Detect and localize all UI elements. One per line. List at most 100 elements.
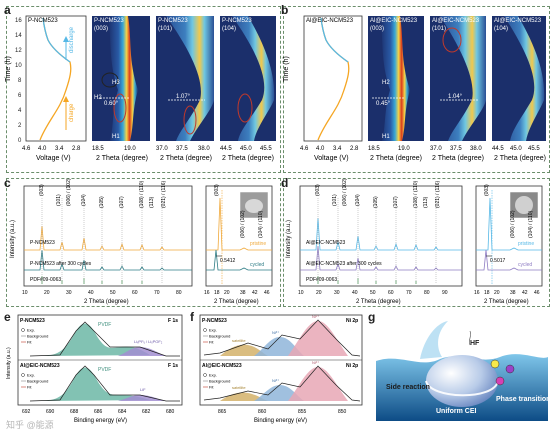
svg-text:Exp.: Exp. [27,373,35,378]
svg-text:Intensity (a.u.): Intensity (a.u.) [10,220,16,258]
panel-a-ylabel: Time (h) [5,56,12,82]
svg-text:6: 6 [18,93,22,99]
svg-text:40: 40 [352,290,358,296]
svg-text:2 Theta (degree): 2 Theta (degree) [494,155,546,162]
svg-text:37.0: 37.0 [430,146,442,152]
svg-text:684: 684 [118,409,127,415]
svg-text:Voltage (V): Voltage (V) [314,155,349,162]
panel-g-hf-label: HF [470,340,480,347]
svg-text:F 1s: F 1s [168,363,178,369]
svg-text:(105): (105) [373,196,379,208]
panel-a-map1-hkl: (003) [94,26,108,32]
svg-text:4.6: 4.6 [22,146,31,152]
svg-text:4.6: 4.6 [300,146,309,152]
svg-text:(104): (104) [494,26,508,32]
panel-b-frame [283,6,550,173]
svg-text:2 Theta (degree): 2 Theta (degree) [160,155,212,162]
panel-e-xps [17,314,183,406]
svg-text:(104) / (110): (104) / (110) [258,211,264,238]
panel-f-legend-top: Exp. Background Fit [203,328,230,345]
panel-a-discharge-label: discharge [69,26,75,53]
svg-text:20: 20 [316,290,322,296]
svg-text:Fit: Fit [27,340,32,345]
svg-text:18: 18 [214,290,220,296]
svg-text:16: 16 [15,18,22,24]
svg-text:Fit: Fit [209,385,214,390]
svg-text:8: 8 [18,78,22,84]
svg-text:(107): (107) [119,196,125,208]
svg-text:(107): (107) [393,196,399,208]
svg-text:(108) / (110): (108) / (110) [413,181,419,208]
svg-text:30: 30 [334,290,340,296]
svg-text:Binding energy (eV): Binding energy (eV) [74,418,127,424]
panel-a-map-101 [156,16,214,141]
svg-text:692: 692 [22,409,31,415]
svg-text:P-NCM523: P-NCM523 [222,18,252,24]
panel-efg-svg: P-NCM523 F 1s Al@EIC-NCM523 F 1s PVDF Li… [6,314,550,424]
svg-text:2.8: 2.8 [72,146,81,152]
svg-text:(105): (105) [99,196,105,208]
svg-text:2.8: 2.8 [350,146,359,152]
svg-text:Ni²⁺: Ni²⁺ [312,360,319,365]
svg-text:45.0: 45.0 [240,146,252,152]
svg-text:690: 690 [46,409,55,415]
svg-text:70: 70 [406,290,412,296]
svg-text:Background: Background [209,379,230,384]
panel-a-voltage-plot [25,15,87,142]
panel-e-legend-top: Exp. Background Fit [21,328,48,345]
svg-text:(021) / (116): (021) / (116) [161,181,167,208]
svg-text:LiF: LiF [140,387,146,392]
svg-text:H2: H2 [94,95,102,101]
panel-a-shift-003: 0.60° [104,101,119,107]
svg-text:Ni 2p: Ni 2p [346,363,358,369]
svg-text:Ni²⁺: Ni²⁺ [312,314,319,319]
svg-text:Al@EIC-NCM523: Al@EIC-NCM523 [370,18,418,24]
svg-text:Al@EIC-NCM523: Al@EIC-NCM523 [306,240,345,246]
panel-ab-svg: Time (h) 0 2 4 6 8 10 12 14 16 4.6 4.0 3… [5,15,546,162]
panel-a-frame [6,6,281,173]
svg-text:10: 10 [298,290,304,296]
svg-text:(101): (101) [432,26,446,32]
svg-text:686: 686 [94,409,103,415]
svg-text:37.5: 37.5 [450,146,462,152]
panel-c-peak-labels: (003) (101) (006) / (102) (104) (105) (1… [39,178,167,208]
svg-text:(113): (113) [149,196,155,208]
svg-text:Exp.: Exp. [209,373,217,378]
svg-text:2 Theta (degree): 2 Theta (degree) [96,155,148,162]
svg-text:90: 90 [442,290,448,296]
svg-text:680: 680 [166,409,175,415]
svg-text:(006) / (102): (006) / (102) [510,210,516,238]
svg-text:4.0: 4.0 [316,146,325,152]
svg-text:45.0: 45.0 [510,146,522,152]
panel-cd-svg: Intensity (a.u.) (003) (101) (006) / (10… [10,178,543,305]
svg-text:50: 50 [370,290,376,296]
svg-text:682: 682 [142,409,151,415]
panel-a-charge-label: charge [69,103,75,122]
svg-text:30: 30 [66,290,72,296]
svg-text:46: 46 [264,290,270,296]
svg-text:(006) / (102): (006) / (102) [240,210,246,238]
svg-text:80: 80 [424,290,430,296]
svg-text:60: 60 [388,290,394,296]
panel-d-inset [475,185,543,287]
svg-text:18.5: 18.5 [368,146,380,152]
panel-b-map-101 [430,16,486,141]
panel-label-b: b [281,3,289,17]
svg-text:4: 4 [18,108,22,114]
svg-text:0: 0 [18,138,22,144]
svg-text:860: 860 [258,409,267,415]
svg-text:cycled: cycled [518,262,532,268]
panel-a-title: P-NCM523 [28,18,58,24]
panel-b-map-104 [492,16,546,141]
svg-text:42: 42 [522,290,528,296]
svg-text:2 Theta (degree): 2 Theta (degree) [356,299,401,305]
svg-text:(003): (003) [484,184,490,196]
svg-text:(113): (113) [423,196,429,208]
svg-text:0.5412: 0.5412 [220,258,236,264]
panel-a-yticks: 0 2 4 6 8 10 12 14 16 [15,18,22,144]
svg-text:(003): (003) [214,184,220,196]
svg-text:(021) / (116): (021) / (116) [435,181,441,208]
svg-text:(104): (104) [355,194,361,206]
panel-b-map-003 [368,16,424,141]
svg-text:38: 38 [510,290,516,296]
